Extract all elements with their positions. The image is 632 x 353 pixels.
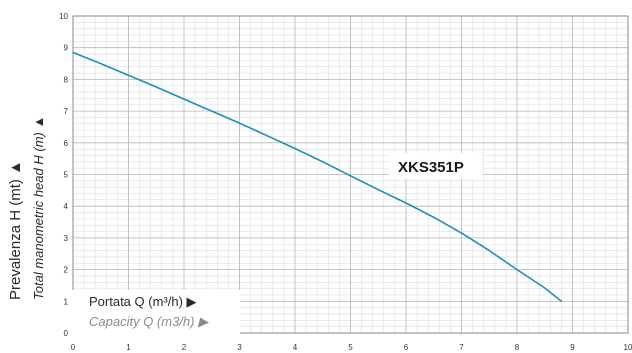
y-tick-label: 7 — [64, 107, 69, 116]
x-tick-label: 2 — [182, 343, 187, 352]
y-tick-label: 0 — [64, 329, 69, 338]
series-line-xks351p — [72, 51, 563, 303]
x-tick-label: 10 — [624, 343, 632, 352]
x-tick-label: 1 — [126, 343, 131, 352]
x-tick-label: 4 — [293, 343, 298, 352]
y-tick-label: 4 — [64, 202, 69, 211]
y-tick-label: 3 — [64, 234, 69, 243]
x-tick-label: 3 — [237, 343, 242, 352]
series-label-backdrop — [389, 153, 483, 179]
y-tick-label: 1 — [64, 297, 69, 306]
x-axis-label: Portata Q (m³/h) ▶ — [89, 294, 197, 309]
x-axis-label-secondary: Capacity Q (m3/h) ▶ — [89, 314, 209, 329]
x-tick-label: 5 — [348, 343, 353, 352]
series-label-xks351p: XKS351P — [398, 159, 464, 176]
major-grid — [72, 15, 629, 334]
x-tick-labels: 0 1 2 3 4 5 6 7 8 9 10 — [71, 343, 632, 352]
y-axis-label: Prevalenza H (mt) ▲ — [7, 160, 24, 300]
y-tick-label: 2 — [64, 266, 69, 275]
x-tick-label: 8 — [515, 343, 520, 352]
y-axis-label-secondary: Total manometric head H (m) ▲ — [31, 116, 46, 300]
x-label-backdrop — [72, 290, 240, 334]
y-tick-label: 6 — [64, 139, 69, 148]
x-tick-label: 7 — [459, 343, 464, 352]
plot-frame — [72, 15, 629, 334]
x-tick-label: 9 — [570, 343, 575, 352]
x-tick-label: 6 — [404, 343, 409, 352]
y-tick-label: 8 — [64, 75, 69, 84]
y-tick-label: 10 — [59, 12, 68, 21]
y-tick-label: 5 — [64, 171, 69, 180]
series-layer — [72, 51, 563, 303]
y-tick-labels: 0 1 2 3 4 5 6 7 8 9 10 — [59, 12, 68, 338]
x-tick-label: 0 — [71, 343, 76, 352]
y-tick-label: 9 — [64, 44, 69, 53]
